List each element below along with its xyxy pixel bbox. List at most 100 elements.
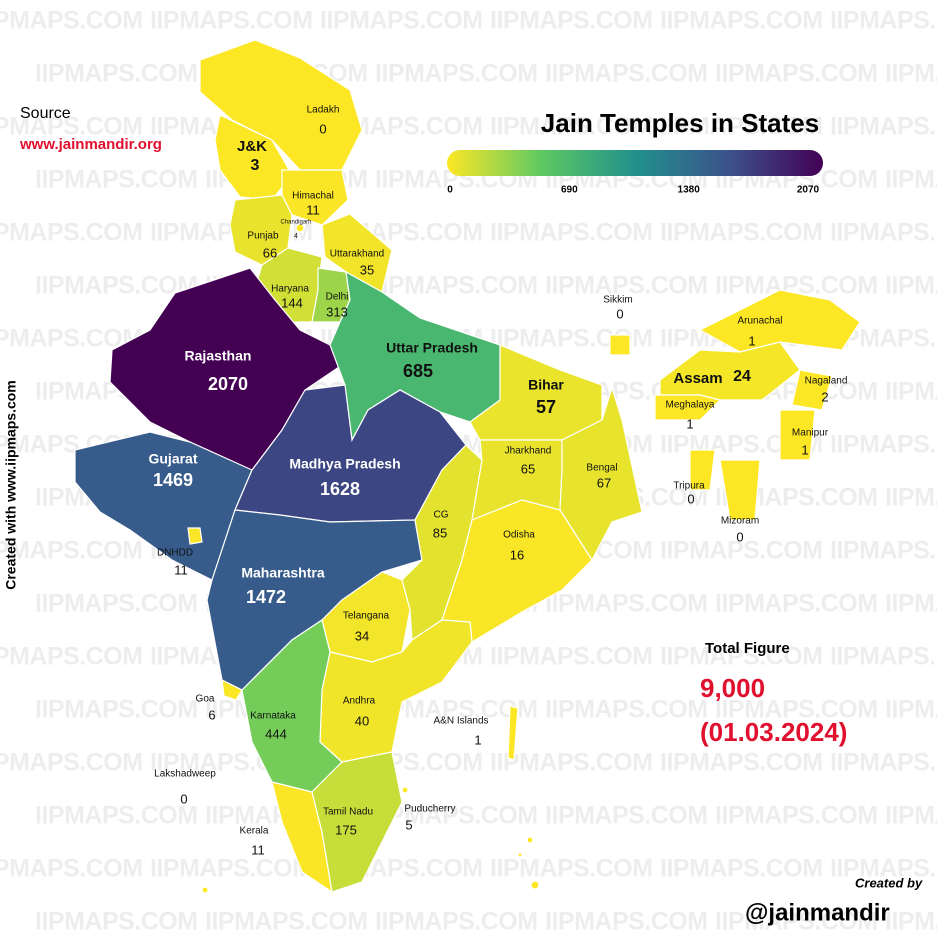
created-with: Created with www.iipmaps.com [3, 380, 19, 590]
region-value: 24 [733, 368, 751, 385]
watermark: IIPMAPS.COM [715, 60, 878, 88]
region-name: Mizoram [721, 516, 759, 527]
region-value: 1 [748, 333, 755, 348]
region-value: 85 [433, 525, 447, 540]
title: Jain Temples in States [541, 108, 819, 138]
watermark: IIPMAPS.COM [715, 590, 878, 618]
region-value: 1 [474, 732, 481, 747]
total-value: 9,000 [700, 673, 765, 703]
region-name: Sikkim [603, 295, 632, 306]
watermark: IIPMAPS.COM [885, 802, 937, 830]
region-value: 16 [510, 547, 524, 562]
region-name: Jharkhand [505, 446, 552, 457]
watermark: IIPMAPS.COM [205, 908, 368, 936]
region-name: DNHDD [157, 548, 193, 559]
watermark: IIPMAPS.COM [830, 537, 937, 565]
region-name: Meghalaya [666, 400, 715, 411]
region [295, 223, 305, 233]
region [201, 886, 209, 894]
region-name: Manipur [792, 428, 829, 439]
region-name: Haryana [271, 284, 309, 295]
watermark: IIPMAPS.COM [35, 166, 198, 194]
watermark: IIPMAPS.COM [545, 696, 708, 724]
watermark: IIPMAPS.COM [715, 802, 878, 830]
total-label: Total Figure [705, 640, 790, 657]
watermark: IIPMAPS.COM [830, 431, 937, 459]
region-value: 11 [306, 202, 320, 217]
region-name: Tripura [673, 481, 705, 492]
region-labels: Ladakh0J&K3Himachal11Chandigarh4Punjab66… [148, 105, 847, 858]
watermark: IIPMAPS.COM [660, 113, 823, 141]
region [401, 786, 409, 794]
watermark: IIPMAPS.COM [545, 272, 708, 300]
watermark: IIPMAPS.COM [0, 855, 143, 883]
watermark: IIPMAPS.COM [830, 643, 937, 671]
region [221, 678, 243, 701]
watermark: IIPMAPS.COM [660, 219, 823, 247]
watermark: IIPMAPS.COM [375, 272, 538, 300]
watermark: IIPMAPS.COM [320, 7, 483, 35]
region-value: 2070 [208, 374, 248, 394]
region [791, 369, 833, 411]
region-value: 6 [208, 707, 215, 722]
region-name: Ladakh [307, 105, 340, 116]
region-value: 0 [616, 306, 623, 321]
region [719, 459, 761, 521]
created-by: Created by [855, 875, 923, 890]
region-name: Gujarat [148, 451, 197, 467]
colorbar-tick-label: 2070 [797, 185, 820, 196]
region [241, 619, 343, 793]
watermark: IIPMAPS.COM [35, 272, 198, 300]
region-name: Arunachal [737, 316, 782, 327]
watermark: IIPMAPS.COM [885, 590, 937, 618]
region-value: 175 [335, 822, 357, 837]
watermark: IIPMAPS.COM [150, 855, 313, 883]
region [654, 394, 722, 421]
watermark: IIPMAPS.COM [885, 484, 937, 512]
watermark: IIPMAPS.COM [885, 696, 937, 724]
watermark: IIPMAPS.COM [715, 908, 878, 936]
watermark: IIPMAPS.COM [490, 855, 653, 883]
watermark: IIPMAPS.COM [830, 219, 937, 247]
watermark: IIPMAPS.COM [545, 590, 708, 618]
region-name: Delhi [326, 292, 349, 303]
watermark: IIPMAPS.COM [35, 590, 198, 618]
region [441, 499, 593, 644]
map [74, 39, 861, 894]
handle: @jainmandir [745, 899, 890, 926]
watermark: IIPMAPS.COM [0, 537, 143, 565]
region-name: Goa [196, 694, 215, 705]
watermark: IIPMAPS.COM [375, 60, 538, 88]
region-value: 1 [686, 416, 693, 431]
region-name: Himachal [292, 191, 334, 202]
watermark: IIPMAPS.COM [885, 60, 937, 88]
region-value: 0 [687, 491, 694, 506]
region-value: 67 [597, 475, 611, 490]
region-value: 0 [736, 529, 743, 544]
watermark: IIPMAPS.COM [660, 537, 823, 565]
region-name: Telangana [343, 611, 390, 622]
watermark: IIPMAPS.COM [830, 749, 937, 777]
watermark: IIPMAPS.COM [660, 643, 823, 671]
watermark: IIPMAPS.COM [545, 908, 708, 936]
source-url: www.jainmandir.org [19, 136, 162, 153]
total-date: (01.03.2024) [700, 717, 847, 747]
region-name: Maharashtra [241, 565, 324, 581]
region-value: 2 [821, 389, 828, 404]
region-name: Tamil Nadu [323, 807, 373, 818]
watermark: IIPMAPS.COM [375, 802, 538, 830]
watermark: IIPMAPS.COM [545, 60, 708, 88]
region [517, 852, 523, 858]
region-value: 0 [319, 121, 326, 136]
region-value: 11 [251, 842, 265, 857]
region-value: 1469 [153, 470, 193, 490]
region-name: Odisha [503, 530, 535, 541]
region-name: Karnataka [250, 711, 296, 722]
colorbar-ticks: 0 690 1380 2070 [447, 185, 819, 196]
region-name: A&N Islands [433, 716, 488, 727]
watermark: IIPMAPS.COM [0, 749, 143, 777]
watermark: IIPMAPS.COM [35, 802, 198, 830]
region-value: 685 [403, 361, 433, 381]
region [779, 409, 816, 461]
region-value: 35 [360, 262, 374, 277]
